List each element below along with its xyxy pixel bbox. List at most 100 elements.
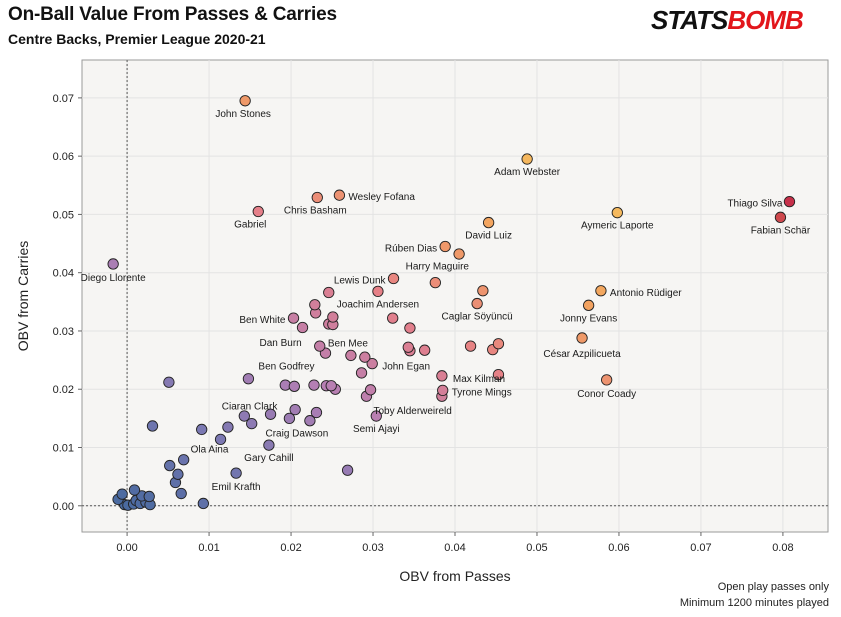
data-point [419, 344, 431, 356]
data-point [175, 487, 187, 500]
point-label: Ben Mee [328, 338, 368, 349]
data-point [164, 459, 176, 472]
data-point [464, 340, 477, 352]
point-label: Ben Godfrey [258, 362, 314, 373]
point-label: Aymeric Laporte [581, 221, 654, 232]
logo-text-stats: STATS [651, 5, 728, 35]
footnote-passes: Open play passes only [717, 581, 829, 593]
data-point [263, 439, 275, 451]
data-point [230, 467, 242, 479]
data-point [492, 369, 505, 381]
data-point [128, 484, 141, 496]
data-point [359, 351, 371, 363]
data-point [288, 380, 300, 392]
data-point [471, 297, 483, 310]
point-label: Caglar Söyüncü [442, 312, 513, 323]
data-point [387, 312, 399, 324]
data-point [439, 240, 451, 253]
y-tick-label: 0.01 [53, 443, 74, 455]
y-tick-label: 0.03 [53, 326, 74, 338]
data-point [310, 406, 323, 419]
data-point [296, 321, 309, 334]
data-point [246, 417, 258, 430]
point-label: Ola Aina [191, 444, 229, 455]
point-label: Antonio Rüdiger [610, 288, 682, 299]
data-point [309, 299, 321, 311]
data-point [341, 464, 354, 476]
point-label: Adam Webster [494, 167, 561, 178]
chart-subtitle: Centre Backs, Premier League 2020-21 [8, 31, 266, 47]
data-point [311, 191, 323, 204]
point-label: Wesley Fofana [348, 192, 415, 203]
point-label: César Azpilicueta [543, 349, 621, 360]
data-point [196, 423, 208, 436]
data-point [482, 216, 495, 229]
data-point [287, 312, 300, 324]
x-tick-label: 0.01 [198, 542, 219, 554]
x-tick-label: 0.05 [526, 542, 547, 554]
data-point [576, 332, 588, 344]
data-point [387, 272, 400, 285]
y-tick-label: 0.07 [53, 93, 74, 105]
point-label: Ben White [239, 315, 286, 326]
footnote-minutes: Minimum 1200 minutes played [679, 597, 829, 609]
data-point [197, 497, 209, 510]
data-point [333, 189, 346, 201]
point-label: Gary Cahill [244, 453, 293, 464]
point-label: Ciaran Clark [222, 401, 279, 412]
point-label: Craig Dawson [265, 429, 328, 440]
point-label: Thiago Silva [727, 199, 782, 210]
data-point [252, 205, 264, 218]
y-tick-label: 0.00 [53, 501, 74, 513]
data-point [783, 195, 796, 208]
data-point [264, 408, 277, 420]
point-label: Toby Alderweireld [373, 406, 451, 417]
data-point [477, 285, 489, 297]
data-point [595, 285, 607, 297]
point-label: Jonny Evans [560, 313, 617, 324]
point-label: Diego Llorente [81, 273, 146, 284]
data-point [437, 384, 449, 397]
y-axis-label: OBV from Carries [15, 241, 31, 351]
point-label: Emil Krafth [212, 482, 261, 493]
data-point [289, 403, 301, 416]
data-point [242, 373, 255, 385]
data-point [325, 380, 337, 392]
data-point [492, 338, 505, 350]
data-point [222, 421, 234, 433]
point-label: Semi Ajayi [353, 424, 400, 435]
data-point [239, 95, 251, 107]
point-label: Chris Basham [284, 206, 347, 217]
data-point [436, 370, 448, 382]
data-point [178, 454, 190, 466]
point-label: Gabriel [234, 220, 266, 231]
point-label: Lewis Dunk [334, 276, 387, 287]
x-axis-label: OBV from Passes [399, 568, 510, 584]
y-tick-label: 0.06 [53, 151, 74, 163]
x-tick-label: 0.02 [280, 542, 301, 554]
data-point [364, 384, 377, 396]
data-point [308, 379, 320, 391]
data-point [163, 376, 175, 388]
x-tick-label: 0.04 [444, 542, 465, 554]
y-tick-label: 0.02 [53, 384, 74, 396]
data-point [146, 420, 159, 432]
data-point [402, 341, 414, 353]
data-point [116, 488, 128, 500]
x-tick-label: 0.03 [362, 542, 383, 554]
data-point [366, 357, 378, 370]
point-label: Max Kilman [453, 374, 505, 385]
data-point [611, 207, 623, 219]
data-point [453, 248, 465, 260]
data-point [601, 374, 613, 386]
y-tick-label: 0.04 [53, 268, 74, 280]
point-label: David Luiz [465, 231, 512, 242]
data-point [355, 367, 368, 379]
data-point [327, 311, 339, 323]
point-label: Rúben Dias [385, 243, 437, 254]
point-label: Dan Burn [259, 338, 301, 349]
data-point [404, 322, 416, 334]
data-point [172, 468, 184, 480]
x-tick-label: 0.06 [608, 542, 629, 554]
